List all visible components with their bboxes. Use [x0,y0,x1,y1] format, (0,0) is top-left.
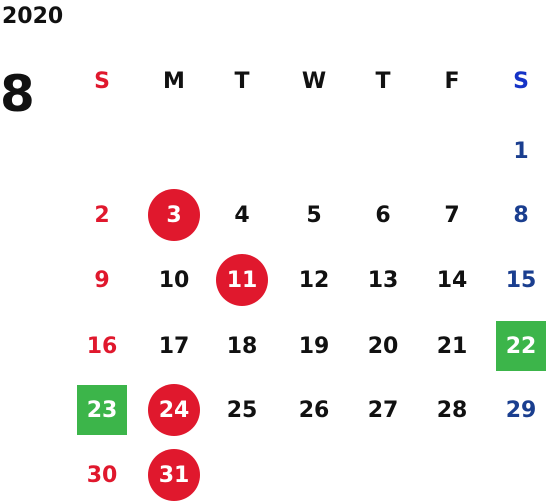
day-cell-16[interactable]: 16 [67,321,137,371]
day-cell-15[interactable]: 15 [486,255,548,305]
day-cell-30[interactable]: 30 [67,450,137,500]
day-cell-3[interactable]: 3 [139,189,209,241]
day-cell-6[interactable]: 6 [348,190,418,240]
day-number: 19 [298,333,330,359]
day-number: 14 [436,267,468,293]
calendar-year: 2020 [2,4,64,29]
weekday-header-label: S [94,68,110,94]
day-number: 11 [226,267,258,293]
day-number: 30 [86,462,118,488]
holiday-circle [148,384,200,436]
day-cell-9[interactable]: 9 [67,255,137,305]
day-number: 26 [298,397,330,423]
day-number: 9 [94,267,110,293]
weekday-header-label: F [444,68,460,94]
day-cell-19[interactable]: 19 [279,321,349,371]
day-number: 25 [226,397,258,423]
weekday-header-thu: T [348,56,418,106]
weekday-header-label: W [301,68,327,94]
day-number: 5 [306,202,322,228]
weekday-header-label: T [234,68,250,94]
day-cell-25[interactable]: 25 [207,385,277,435]
day-number: 6 [375,202,391,228]
day-cell-1[interactable]: 1 [486,126,548,176]
day-number: 13 [367,267,399,293]
weekday-header-sat: S [486,56,548,106]
day-cell-24[interactable]: 24 [139,384,209,436]
day-number: 10 [158,267,190,293]
day-number: 24 [158,397,190,423]
weekday-header-label: M [163,68,185,94]
day-number: 18 [226,333,258,359]
day-cell-23[interactable]: 23 [67,385,137,435]
day-cell-27[interactable]: 27 [348,385,418,435]
day-number: 17 [158,333,190,359]
weekday-header-sun: S [67,56,137,106]
day-cell-12[interactable]: 12 [279,255,349,305]
weekday-header-label: T [375,68,391,94]
day-number: 21 [436,333,468,359]
day-number: 23 [86,397,118,423]
day-number: 12 [298,267,330,293]
day-cell-18[interactable]: 18 [207,321,277,371]
weekday-header-mon: M [139,56,209,106]
weekday-header-label: S [513,68,529,94]
day-number: 29 [505,397,537,423]
day-number: 8 [513,202,529,228]
day-cell-22[interactable]: 22 [486,321,548,371]
day-number: 20 [367,333,399,359]
day-cell-21[interactable]: 21 [417,321,487,371]
day-number: 22 [505,333,537,359]
day-number: 4 [234,202,250,228]
day-cell-2[interactable]: 2 [67,190,137,240]
day-cell-11[interactable]: 11 [207,254,277,306]
day-cell-28[interactable]: 28 [417,385,487,435]
day-cell-4[interactable]: 4 [207,190,277,240]
day-number: 28 [436,397,468,423]
day-cell-13[interactable]: 13 [348,255,418,305]
day-cell-17[interactable]: 17 [139,321,209,371]
day-cell-20[interactable]: 20 [348,321,418,371]
day-cell-10[interactable]: 10 [139,255,209,305]
holiday-circle [216,254,268,306]
day-number: 27 [367,397,399,423]
day-cell-8[interactable]: 8 [486,190,548,240]
day-cell-5[interactable]: 5 [279,190,349,240]
weekday-header-tue: T [207,56,277,106]
day-number: 2 [94,202,110,228]
day-number: 7 [444,202,460,228]
weekday-header-fri: F [417,56,487,106]
highlight-square [496,321,546,371]
day-number: 16 [86,333,118,359]
day-number: 15 [505,267,537,293]
day-number: 3 [166,202,182,228]
day-cell-31[interactable]: 31 [139,449,209,501]
highlight-square [77,385,127,435]
day-number: 31 [158,462,190,488]
holiday-circle [148,189,200,241]
calendar-month: 8 [0,65,35,123]
day-cell-29[interactable]: 29 [486,385,548,435]
weekday-header-wed: W [279,56,349,106]
day-cell-26[interactable]: 26 [279,385,349,435]
holiday-circle [148,449,200,501]
day-cell-7[interactable]: 7 [417,190,487,240]
day-number: 1 [513,138,529,164]
day-cell-14[interactable]: 14 [417,255,487,305]
